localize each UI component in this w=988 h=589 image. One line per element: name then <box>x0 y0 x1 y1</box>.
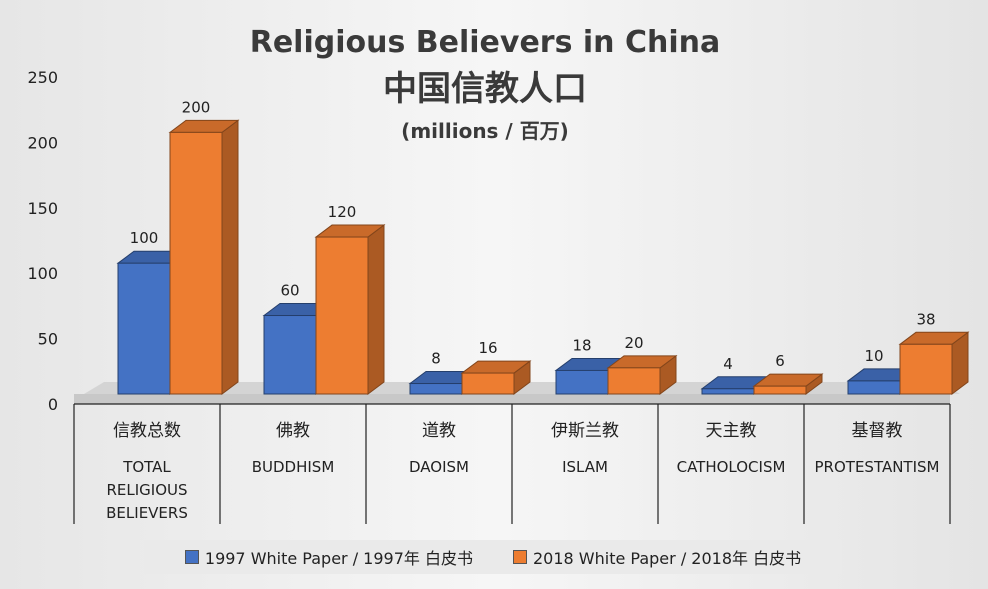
legend-item-2018: 2018 White Paper / 2018年 白皮书 <box>513 545 801 569</box>
category-label-cn: 佛教 <box>276 421 310 441</box>
bar <box>752 373 824 395</box>
legend-label-2018: 2018 White Paper / 2018年 白皮书 <box>533 549 802 568</box>
data-label: 120 <box>328 203 357 221</box>
legend-item-1997: 1997 White Paper / 1997年 白皮书 <box>184 545 473 569</box>
bar-front <box>555 369 609 395</box>
data-label: 200 <box>182 98 211 116</box>
bar-side <box>221 119 239 395</box>
bar-front <box>409 383 463 395</box>
bar-front <box>263 315 317 395</box>
category-label-en: RELIGIOUS <box>106 481 187 499</box>
y-tick-label: 200 <box>27 133 58 152</box>
chart-title-cn: 中国信教人口 <box>383 69 587 109</box>
category-label-en: PROTESTANTISM <box>815 458 940 476</box>
bar-front <box>607 367 661 395</box>
category-label-cn: 信教总数 <box>113 421 181 441</box>
category-label-cn: 基督教 <box>852 421 903 441</box>
category-label-cn: 伊斯兰教 <box>551 421 619 441</box>
bar <box>460 360 532 395</box>
data-label: 60 <box>280 282 299 300</box>
data-label: 38 <box>916 310 935 328</box>
bar-front <box>315 236 369 395</box>
bar <box>606 354 678 395</box>
bar <box>168 119 240 395</box>
category-label-en: BUDDHISM <box>252 458 335 476</box>
data-label: 16 <box>478 339 497 357</box>
category-label-en: TOTAL <box>122 458 171 476</box>
bar-side <box>367 224 385 395</box>
category-label-en: DAOISM <box>409 458 469 476</box>
category-label-cn: 道教 <box>422 421 456 441</box>
legend-swatch-1997 <box>184 550 199 564</box>
legend-label-1997: 1997 White Paper / 1997年 白皮书 <box>204 549 473 568</box>
category-label-en: CATHOLOCISM <box>677 458 786 476</box>
data-label: 10 <box>864 347 883 365</box>
category-label-en: BELIEVERS <box>106 504 188 522</box>
y-tick-label: 100 <box>27 264 58 283</box>
bar-front <box>117 262 171 395</box>
bar-front <box>753 385 807 395</box>
bar-front <box>701 388 755 395</box>
chart-title: Religious Believers in China <box>250 25 721 60</box>
category-label-en: ISLAM <box>562 458 608 476</box>
legend: 1997 White Paper / 1997年 白皮书 2018 White … <box>144 540 842 574</box>
bar-front <box>169 131 223 395</box>
data-label: 4 <box>723 355 733 373</box>
bar-front <box>847 380 901 395</box>
data-label: 18 <box>572 336 591 354</box>
y-tick-label: 50 <box>38 330 58 349</box>
bar-front <box>461 372 515 395</box>
data-label: 100 <box>130 229 159 247</box>
data-label: 20 <box>624 334 643 352</box>
category-label-cn: 天主教 <box>706 421 757 441</box>
bar-front <box>899 343 953 395</box>
chart-subtitle: (millions / 百万) <box>401 119 569 143</box>
bar <box>898 331 970 395</box>
y-tick-label: 0 <box>48 395 58 414</box>
data-label: 8 <box>431 350 441 368</box>
legend-swatch-2018 <box>513 550 527 564</box>
data-label: 6 <box>775 352 785 370</box>
chart-floor-front <box>74 394 950 404</box>
bar <box>314 224 386 395</box>
y-tick-label: 150 <box>27 199 58 218</box>
y-tick-label: 250 <box>27 68 58 87</box>
